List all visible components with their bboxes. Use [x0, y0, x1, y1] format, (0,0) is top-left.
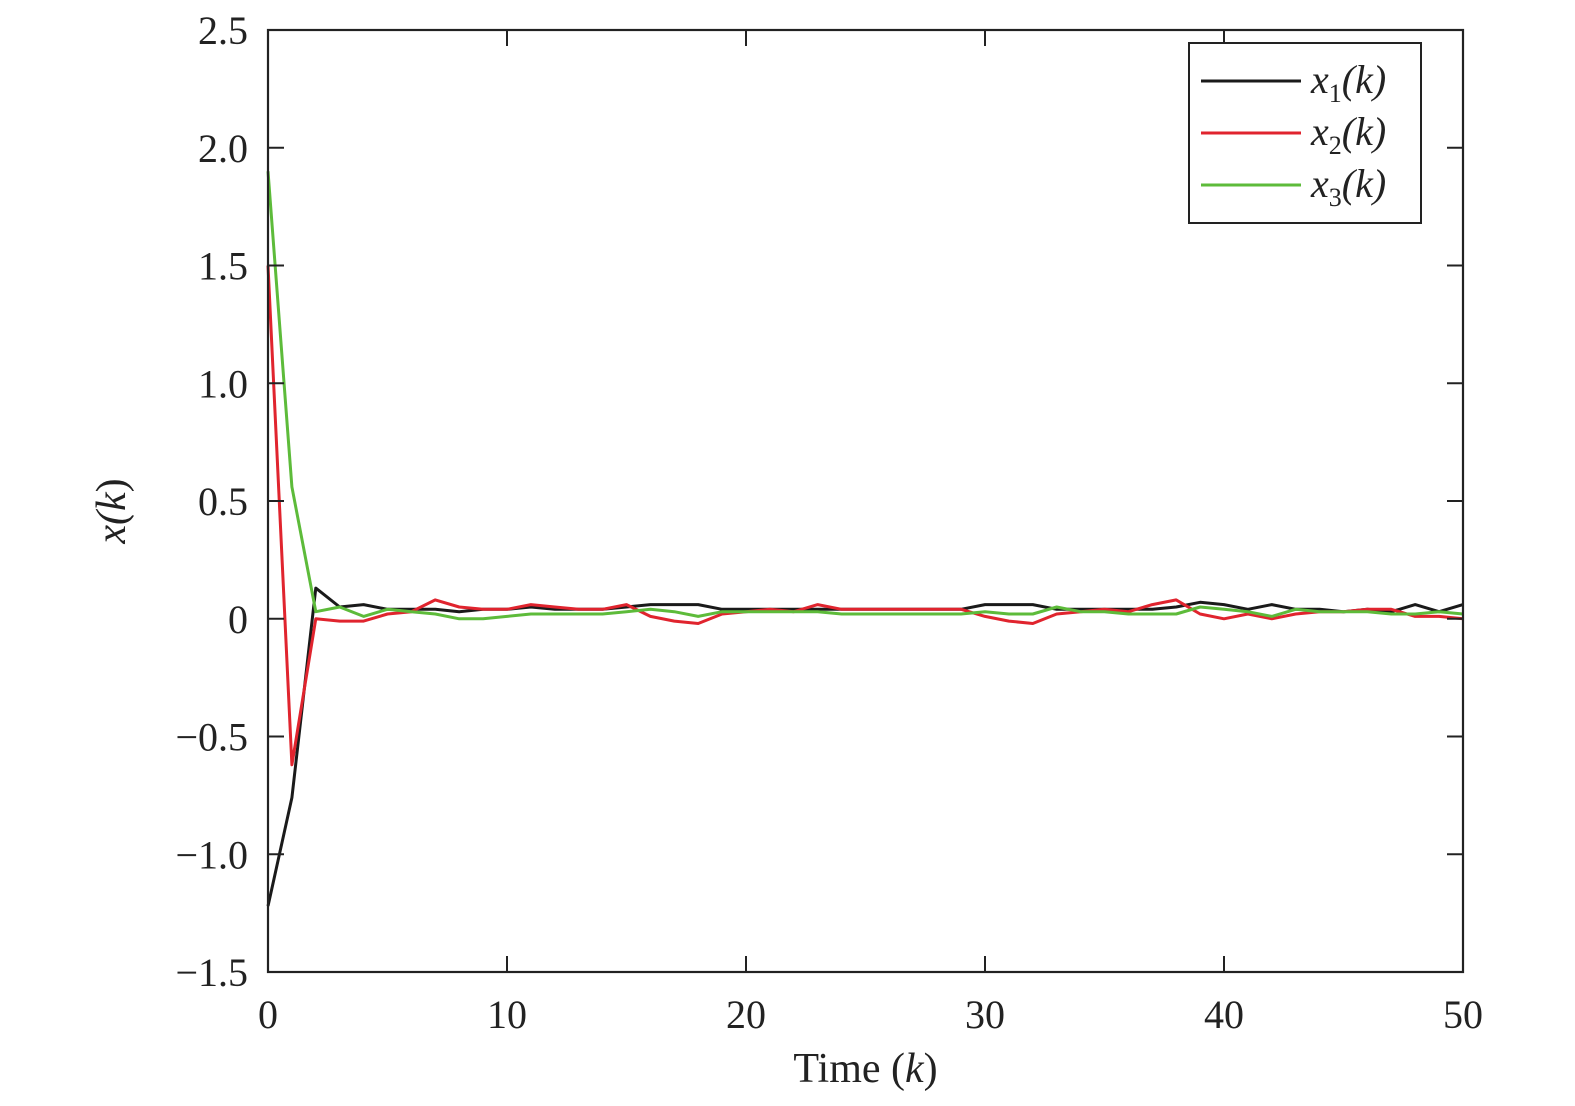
y-tick-label: −1.5	[175, 950, 248, 995]
tick-labels-layer: 0 10 20 30 40 50 −1.5 −1.0 −0.5 0 0.5 1.0 1.5 2.0 2.5	[175, 8, 1483, 1037]
x-tick-label: 40	[1204, 992, 1244, 1037]
x-axis-label: Time (k)	[793, 1046, 937, 1092]
y-tick-label: −0.5	[175, 715, 248, 760]
y-axis-label: x(k)	[89, 478, 135, 544]
series-line-x3	[266, 171, 1464, 621]
x-tick-label: 0	[258, 992, 278, 1037]
series-layer	[266, 171, 1464, 907]
series-line-x2	[266, 265, 1464, 767]
x-tick-label: 20	[726, 992, 766, 1037]
series-line-x1	[266, 586, 1464, 907]
y-tick-label: 1.0	[198, 361, 248, 406]
y-tick-label: 2.5	[198, 8, 248, 53]
x-tick-label: 50	[1443, 992, 1483, 1037]
legend-label-x2: x2(k)	[1310, 109, 1386, 160]
x-tick-label: 30	[965, 992, 1005, 1037]
y-tick-label: 0	[228, 597, 248, 642]
legend-label-x1: x1(k)	[1310, 57, 1386, 108]
y-tick-label: 2.0	[198, 126, 248, 171]
legend: x1(k)x2(k)x3(k)	[1188, 42, 1422, 224]
y-tick-label: −1.0	[175, 832, 248, 877]
y-tick-label: 0.5	[198, 479, 248, 524]
legend-label-x3: x3(k)	[1310, 161, 1386, 212]
x-tick-label: 10	[487, 992, 527, 1037]
y-tick-label: 1.5	[198, 244, 248, 289]
